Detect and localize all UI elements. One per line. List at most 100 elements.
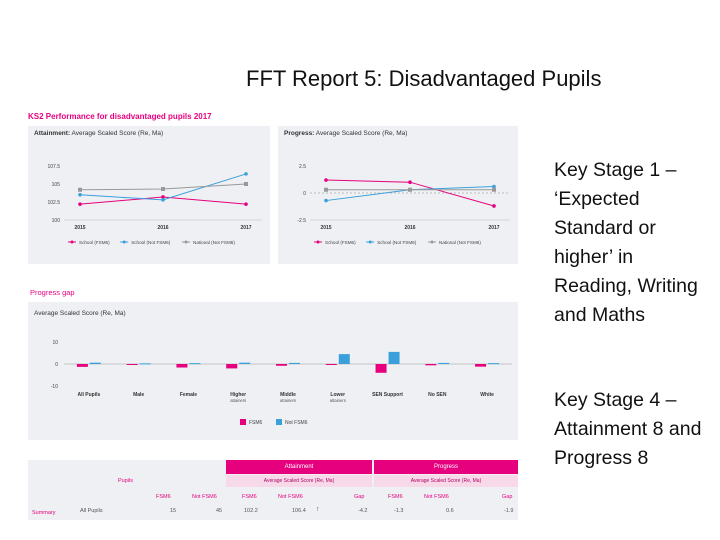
prog-xtick: 2017	[488, 225, 499, 231]
att-point	[244, 182, 248, 186]
report-title: KS2 Performance for disadvantaged pupils…	[28, 112, 212, 121]
prog-gap-col: Gap	[502, 494, 513, 500]
gap-panel-title: Average Scaled Score (Re, Ma)	[34, 310, 126, 317]
att-not-fsm6-value: 106.4	[292, 508, 306, 514]
prog-ytick: 0	[303, 191, 306, 197]
gap-xtick: Higher	[230, 392, 246, 398]
progress-gap-label: Progress gap	[30, 288, 75, 297]
gap-bar	[375, 364, 387, 373]
gap-legend-swatch	[276, 419, 282, 425]
gap-xtick: Male	[133, 392, 144, 398]
prog-gap-value: -1.9	[504, 508, 514, 514]
gap-bar	[276, 364, 287, 366]
prog-legend-marker	[368, 240, 372, 244]
gap-xtick: Lower	[330, 392, 345, 398]
att-legend-label: School (FSM6)	[79, 240, 110, 245]
pupils-label: Pupils	[118, 478, 133, 484]
att-xtick: 2015	[74, 225, 85, 231]
prog-point	[324, 187, 328, 192]
gap-bar	[189, 363, 201, 365]
att-point	[161, 187, 165, 192]
gap-xtick: Middle	[280, 392, 296, 398]
att-ytick: 102.5	[47, 200, 60, 206]
gap-bar	[176, 364, 188, 368]
att-xtick: 2017	[240, 225, 251, 231]
att-point	[78, 187, 82, 192]
prog-legend-label: School (FSM6)	[325, 240, 356, 245]
att-fsm6-col: FSM6	[242, 494, 257, 500]
summary-label: Summary	[32, 510, 56, 516]
arrow-up-icon: ↑	[316, 506, 320, 513]
attainment-panel: Attainment: Average Scaled Score (Re, Ma…	[28, 126, 270, 264]
prog-xtick: 2015	[320, 225, 331, 231]
gap-xtick: SEN Support	[372, 392, 403, 398]
gap-bar	[338, 354, 350, 364]
att-fsm6-value: 102.2	[244, 508, 258, 514]
gap-bar	[126, 364, 138, 365]
gap-ytick: 0	[55, 362, 58, 368]
gap-xtick: All Pupils	[77, 392, 100, 398]
prog-point	[324, 178, 328, 182]
prog-xtick: 2016	[404, 225, 415, 231]
attainment-chart: 107.5 105 102.5 100 2015 2016 2017 School (FSM6…	[47, 164, 262, 245]
prog-fsm6-col: FSM6	[388, 494, 403, 500]
pupils-not-fsm6-value: 45	[216, 508, 223, 514]
ks4-text: Key Stage 4 – Attainment 8 and Progress …	[554, 389, 702, 469]
slide-title: FFT Report 5: Disadvantaged Pupils	[246, 66, 602, 91]
prog-point	[492, 204, 496, 208]
prog-point	[492, 187, 496, 192]
gap-bar	[226, 364, 238, 369]
attainment-subheader: Average Scaled Score (Re, Ma)	[226, 475, 372, 487]
gap-bar	[325, 364, 337, 365]
gap-bar	[438, 362, 450, 364]
gap-ytick: -10	[51, 384, 58, 390]
prog-point	[408, 180, 412, 184]
att-point	[78, 193, 82, 197]
prog-point	[492, 184, 496, 189]
row-label: All Pupils	[80, 508, 103, 514]
gap-bar	[289, 362, 300, 364]
att-gap-col: Gap	[354, 494, 365, 500]
att-point	[161, 195, 165, 199]
pupils-not-fsm6-col: Not FSM6	[192, 494, 217, 500]
prog-legend-marker	[430, 240, 434, 244]
att-point	[161, 198, 165, 202]
gap-legend-label: Not FSM6	[285, 420, 308, 426]
progress-panel: Progress: Average Scaled Score (Re, Ma) …	[278, 126, 518, 264]
att-legend-marker	[184, 240, 188, 244]
pupils-fsm6-value: 15	[170, 508, 177, 514]
progress-panel-title: Progress: Average Scaled Score (Re, Ma)	[284, 130, 408, 137]
summary-table: Attainment Progress Average Scaled Score…	[28, 460, 518, 520]
att-ytick: 100	[52, 218, 61, 224]
prog-ytick: 2.5	[299, 164, 306, 170]
gap-xtick-sub: attainers	[230, 398, 246, 403]
prog-point	[324, 198, 328, 203]
att-legend-marker	[122, 240, 126, 244]
att-not-fsm6-col: Not FSM6	[278, 494, 303, 500]
prog-legend-label: School (Not FSM6)	[377, 240, 417, 245]
att-legend-label: National (Not FSM6)	[193, 240, 235, 245]
attainment-panel-title: Attainment: Average Scaled Score (Re, Ma…	[34, 130, 164, 137]
att-xtick: 2016	[157, 225, 168, 231]
att-point	[244, 172, 248, 176]
attainment-header: Attainment	[226, 460, 372, 474]
prog-ytick: -2.5	[297, 218, 306, 224]
gap-xtick-sub: attainers	[280, 398, 296, 403]
gap-xtick: White	[480, 392, 494, 398]
progress-chart: 2.5 0 -2.5 2015 2016 2017 School (FSM6) School …	[297, 164, 510, 245]
att-point	[78, 202, 82, 206]
progress-header: Progress	[374, 460, 518, 474]
gap-bar	[425, 364, 437, 366]
gap-xtick-sub: attainers	[330, 398, 346, 403]
att-legend-label: School (Not FSM6)	[131, 240, 171, 245]
gap-legend-label: FSM6	[249, 420, 263, 426]
gap-bar	[488, 363, 500, 365]
prog-not-fsm6-value: 0.6	[446, 508, 454, 514]
prog-point	[408, 187, 412, 192]
prog-fsm6-value: -1.3	[394, 508, 404, 514]
gap-xtick: No SEN	[428, 392, 447, 398]
gap-xtick: Female	[180, 392, 197, 398]
att-point	[244, 202, 248, 206]
gap-bar	[89, 362, 101, 364]
